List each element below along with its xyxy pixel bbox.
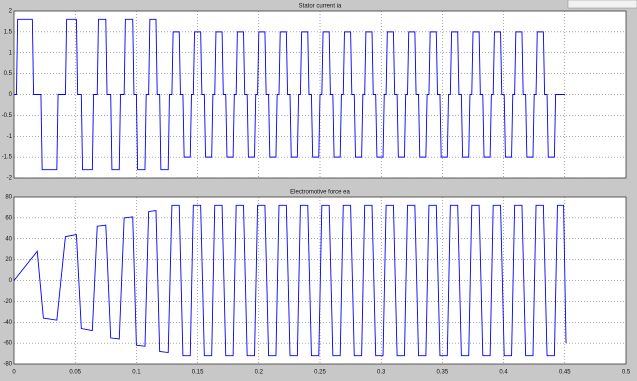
plot-title: Electromotive force ea <box>290 190 350 196</box>
x-tick-label: 0.1 <box>132 370 141 376</box>
x-tick-label: 0.35 <box>437 370 449 376</box>
y-tick-label: 1.5 <box>4 29 13 35</box>
y-tick-label: 80 <box>5 195 12 201</box>
signal-line <box>14 18 565 171</box>
y-tick-label: 40 <box>5 236 12 242</box>
y-tick-label: 1 <box>9 50 13 56</box>
y-tick-label: -40 <box>3 320 12 326</box>
y-tick-label: 2 <box>9 9 13 15</box>
x-tick-label: 0.45 <box>559 370 571 376</box>
y-tick-label: -1 <box>7 134 13 140</box>
y-tick-label: 0 <box>9 278 13 284</box>
y-tick-label: -60 <box>3 341 12 347</box>
y-tick-label: -80 <box>3 362 12 368</box>
y-tick-label: -20 <box>3 299 12 305</box>
y-tick-label: 0.5 <box>4 71 13 77</box>
y-tick-label: -1.5 <box>2 155 13 161</box>
x-tick-label: 0.15 <box>192 370 204 376</box>
signal-line <box>13 204 567 357</box>
x-tick-label: 0.2 <box>255 370 264 376</box>
toolbar-edge <box>567 0 637 9</box>
y-tick-label: -2 <box>7 176 13 182</box>
y-tick-label: 60 <box>5 215 12 221</box>
x-tick-label: 0.05 <box>69 370 81 376</box>
x-tick-label: 0.3 <box>377 370 386 376</box>
y-tick-label: 0 <box>9 92 13 98</box>
plot-title: Stator current ia <box>299 4 342 10</box>
x-tick-label: 0.5 <box>622 370 631 376</box>
y-tick-label: 20 <box>5 257 12 263</box>
x-tick-label: 0 <box>12 370 16 376</box>
x-tick-label: 0.25 <box>314 370 326 376</box>
x-tick-label: 0.4 <box>499 370 508 376</box>
y-tick-label: -0.5 <box>2 113 13 119</box>
